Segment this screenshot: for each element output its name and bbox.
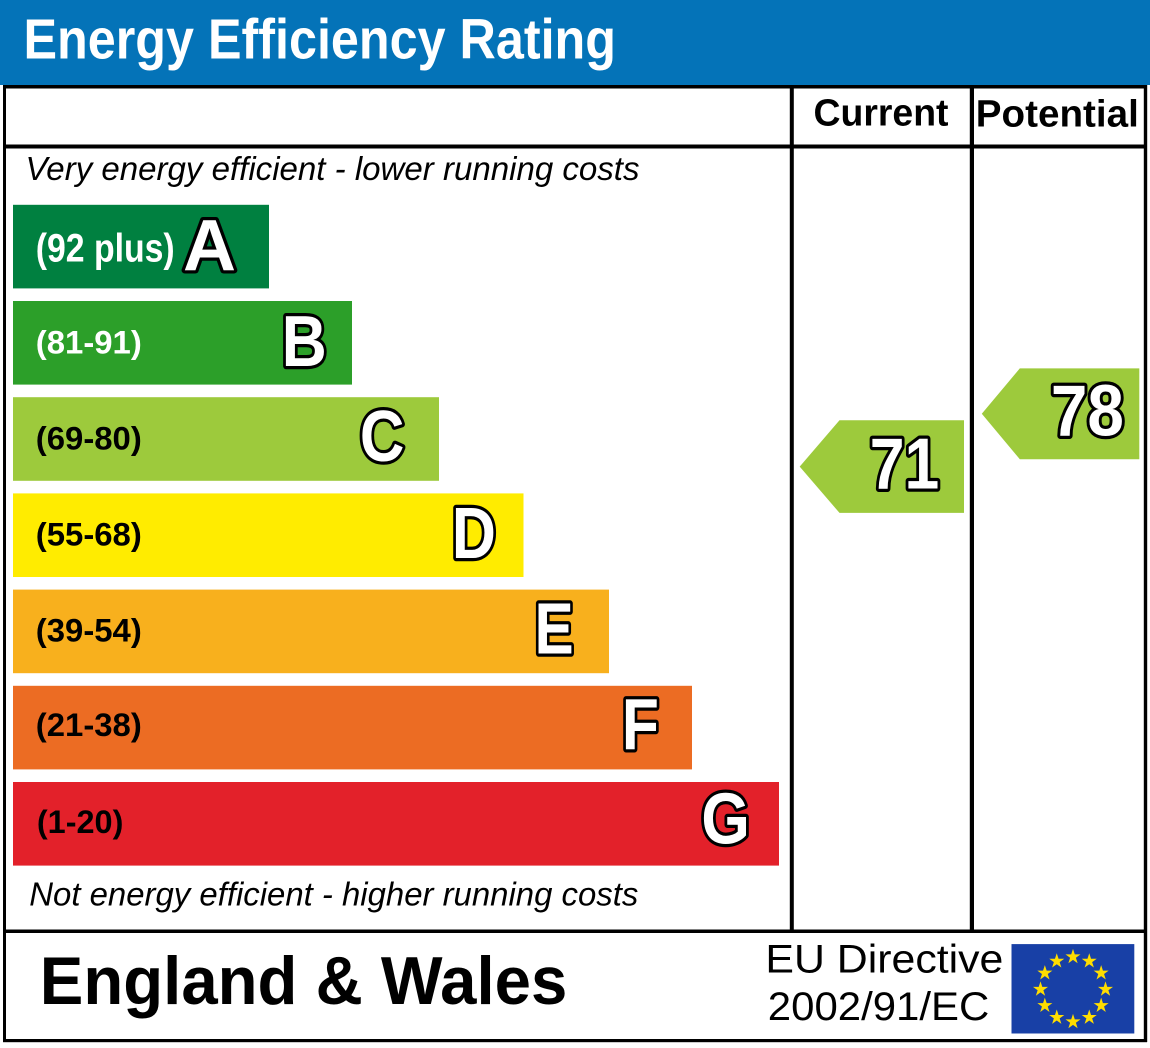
svg-text:D: D	[452, 494, 496, 574]
svg-text:(1-20): (1-20)	[37, 804, 123, 840]
svg-text:Not energy efficient - higher: Not energy efficient - higher running co…	[29, 877, 638, 914]
svg-text:F: F	[622, 685, 659, 765]
svg-text:B: B	[282, 302, 327, 382]
svg-text:A: A	[183, 206, 236, 286]
svg-text:G: G	[701, 779, 750, 859]
svg-text:EU Directive: EU Directive	[765, 938, 1003, 982]
svg-text:Very energy efficient - lower: Very energy efficient - lower running co…	[26, 151, 640, 188]
svg-text:(92 plus): (92 plus)	[36, 227, 175, 271]
svg-text:C: C	[360, 397, 405, 477]
svg-text:Potential: Potential	[976, 94, 1139, 136]
svg-text:78: 78	[1051, 371, 1124, 451]
svg-text:(21-38): (21-38)	[36, 707, 142, 743]
svg-text:2002/91/EC: 2002/91/EC	[768, 985, 990, 1029]
svg-text:England & Wales: England & Wales	[40, 943, 568, 1019]
svg-text:(39-54): (39-54)	[36, 612, 142, 648]
svg-text:71: 71	[870, 424, 940, 504]
svg-text:(55-68): (55-68)	[36, 516, 142, 552]
svg-text:E: E	[535, 590, 574, 670]
svg-text:(69-80): (69-80)	[36, 421, 142, 457]
svg-text:Energy Efficiency Rating: Energy Efficiency Rating	[24, 8, 617, 72]
svg-text:(81-91): (81-91)	[36, 325, 142, 361]
svg-text:Current: Current	[814, 93, 949, 135]
